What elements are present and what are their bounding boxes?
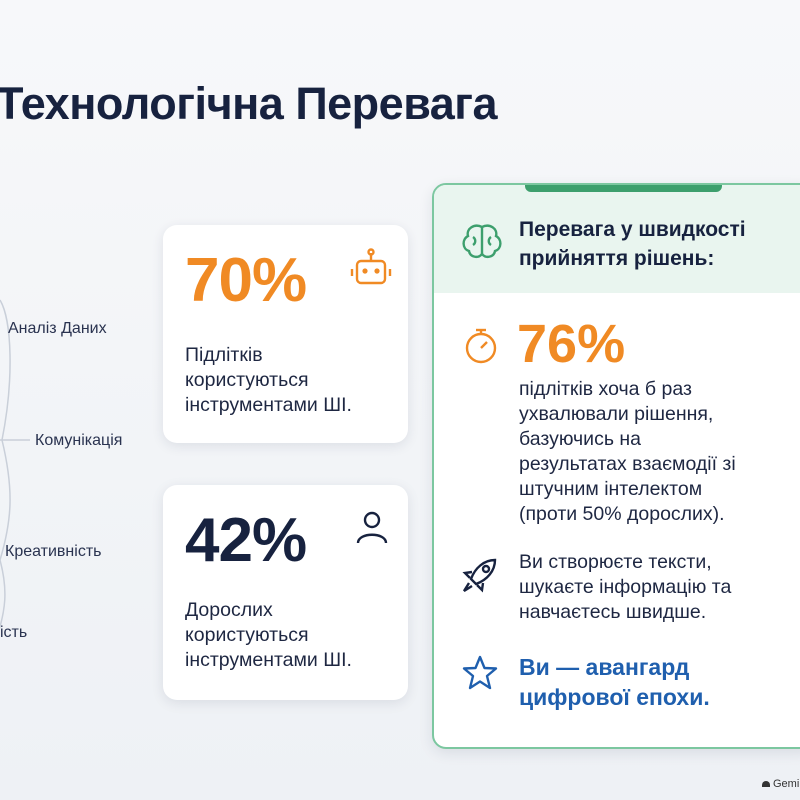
star-icon	[462, 655, 498, 690]
panel-text: штучним інтелектом	[519, 478, 703, 500]
panel-text: Ви створюєте тексти,	[519, 551, 712, 573]
stat-figure: 42%	[185, 506, 307, 575]
panel-text: базуючись на	[519, 428, 642, 450]
slogan: Ви — авангард	[519, 654, 690, 680]
watermark-text: Gemi	[773, 778, 800, 790]
branch-label: Комунікація	[35, 432, 123, 449]
stat-text: інструментами ШІ.	[185, 394, 352, 416]
person-icon	[356, 511, 388, 544]
stat-card: 70% Підлітків користуються інструментами…	[163, 225, 408, 443]
panel-heading: прийняття рішень:	[519, 247, 715, 270]
stat-text: користуються	[185, 369, 309, 391]
stopwatch-icon	[465, 328, 497, 364]
panel-text: результатах взаємодії зі	[519, 453, 736, 475]
stat-text: інструментами ШІ.	[185, 649, 352, 671]
stat-card: 42% Дорослих користуються інструментами …	[163, 485, 408, 700]
stat-text: користуються	[185, 624, 309, 646]
stat-figure: 70%	[185, 246, 307, 315]
branch-label: Аналіз Даних	[8, 320, 107, 337]
rocket-icon	[462, 558, 497, 593]
panel-text: ухвалювали рішення,	[519, 403, 714, 425]
brain-icon	[462, 224, 502, 259]
panel-text: підлітків хоча б раз	[519, 378, 692, 400]
watermark-icon	[762, 781, 770, 787]
panel-accent-bar	[525, 185, 722, 192]
panel-header	[434, 185, 800, 293]
stat-text: Підлітків	[185, 344, 263, 366]
panel-text: (проти 50% дорослих).	[519, 503, 725, 525]
panel-heading: Перевага у швидкості	[519, 218, 746, 241]
slide-title: Технологічна Перевага	[0, 78, 498, 129]
robot-icon	[350, 248, 392, 285]
watermark: Gemi	[762, 778, 799, 790]
slogan: цифрової епохи.	[519, 684, 710, 710]
highlight-panel: Перевага у швидкості прийняття рішень: 7…	[432, 183, 800, 749]
panel-text: навчаєтесь швидше.	[519, 601, 707, 623]
branch-lines	[0, 299, 30, 630]
panel-text: шукаєте інформацію та	[519, 576, 732, 598]
branch-label: ість	[0, 624, 28, 641]
panel-figure: 76%	[517, 314, 626, 374]
branch-label: Креативність	[5, 543, 102, 560]
stat-text: Дорослих	[185, 599, 273, 621]
